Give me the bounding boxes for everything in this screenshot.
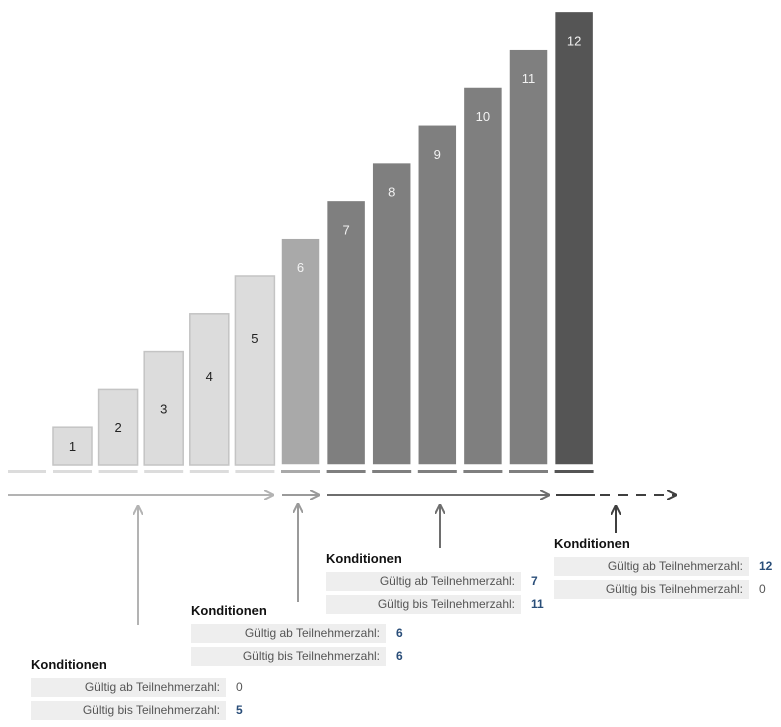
conditions-title: Konditionen (326, 551, 402, 566)
baseline-segment-9 (417, 470, 457, 473)
conditions-title: Konditionen (31, 657, 107, 672)
tier-bar-12 (553, 10, 595, 466)
tier-bar-9 (417, 124, 458, 466)
valid-to-label: Gültig bis Teilnehmerzahl: (191, 647, 386, 666)
valid-to-label: Gültig bis Teilnehmerzahl: (326, 595, 521, 614)
valid-from-value: 0 (236, 680, 243, 694)
conditions-panel-3: Konditionen Gültig ab Teilnehmerzahl: 7 … (326, 550, 544, 614)
tier-label-9: 9 (434, 147, 441, 162)
valid-from-label: Gültig ab Teilnehmerzahl: (191, 624, 386, 643)
baseline-segment-start (8, 470, 46, 473)
valid-to-value: 5 (236, 703, 243, 717)
conditions-title: Konditionen (554, 536, 630, 551)
valid-from-value: 12 (759, 559, 773, 573)
tier-label-10: 10 (476, 109, 490, 124)
valid-from-value: 6 (396, 626, 403, 640)
tier-label-7: 7 (342, 222, 349, 237)
baseline-segment-4 (189, 470, 229, 473)
valid-to-value: 11 (531, 597, 544, 611)
tier-bar-2 (97, 388, 139, 466)
valid-to-label: Gültig bis Teilnehmerzahl: (554, 580, 749, 599)
tier-bar-4 (189, 313, 230, 466)
baseline-segment-7 (326, 470, 366, 473)
tier-bar-1 (52, 426, 93, 466)
valid-to-value: 0 (759, 582, 766, 596)
tier-label-1: 1 (69, 439, 76, 454)
tier-label-3: 3 (160, 401, 167, 416)
valid-from-label: Gültig ab Teilnehmerzahl: (31, 678, 226, 697)
baseline-segment-6 (281, 470, 320, 473)
valid-from-label: Gültig ab Teilnehmerzahl: (554, 557, 749, 576)
baseline (8, 470, 594, 473)
valid-from-value: 7 (531, 574, 538, 588)
baseline-segment-1 (53, 470, 92, 473)
baseline-segment-2 (98, 470, 138, 473)
valid-to-label: Gültig bis Teilnehmerzahl: (31, 701, 226, 720)
tier-label-8: 8 (388, 185, 395, 200)
baseline-segment-8 (372, 470, 412, 473)
baseline-segment-12 (554, 470, 594, 473)
conditions-panel-2: Konditionen Gültig ab Teilnehmerzahl: 6 … (191, 602, 403, 666)
tier-label-11: 11 (522, 71, 536, 86)
conditions-title: Konditionen (191, 603, 267, 618)
tier-label-2: 2 (114, 420, 121, 435)
tier-label-12: 12 (567, 33, 581, 48)
baseline-segment-10 (463, 470, 503, 473)
tier-bar-6 (280, 237, 321, 466)
tier-bar-8 (371, 161, 412, 466)
tier-bar-7 (325, 199, 367, 466)
valid-from-label: Gültig ab Teilnehmerzahl: (326, 572, 521, 591)
baseline-segment-3 (144, 470, 184, 473)
tier-label-4: 4 (206, 369, 213, 384)
baseline-segment-5 (235, 470, 275, 473)
tier-label-6: 6 (297, 260, 304, 275)
tier-bar-10 (462, 86, 504, 466)
tier-bar-5 (234, 275, 276, 466)
valid-to-value: 6 (396, 649, 403, 663)
baseline-segment-11 (509, 470, 548, 473)
conditions-panel-4: Konditionen Gültig ab Teilnehmerzahl: 12… (554, 535, 772, 599)
tier-bar-3 (143, 350, 184, 466)
conditions-panel-1: Konditionen Gültig ab Teilnehmerzahl: 0 … (31, 656, 243, 720)
tier-bar-11 (508, 48, 549, 466)
tier-label-5: 5 (251, 331, 258, 346)
